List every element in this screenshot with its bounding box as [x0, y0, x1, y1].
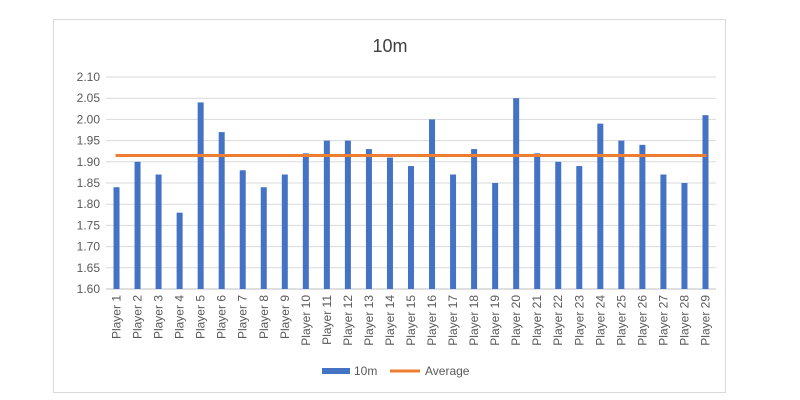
- bar: [513, 98, 520, 289]
- bar: [534, 153, 541, 289]
- legend: 10m Average: [322, 364, 470, 378]
- x-tick-label: Player 10: [299, 295, 313, 346]
- x-tick-label: Player 9: [278, 295, 292, 339]
- y-tick-label: 2.10: [77, 70, 101, 84]
- bar: [408, 166, 414, 289]
- bar: [597, 123, 604, 289]
- x-tick-label: Player 6: [215, 295, 229, 339]
- x-tick-label: Player 13: [362, 295, 376, 346]
- bar: [471, 149, 478, 289]
- bar: [555, 161, 562, 289]
- bar: [302, 153, 309, 289]
- x-tick-label: Player 7: [236, 295, 250, 339]
- x-tick-label: Player 22: [551, 295, 565, 346]
- x-tick-label: Player 27: [656, 295, 670, 346]
- bar: [260, 187, 267, 289]
- x-tick-label: Player 21: [530, 295, 544, 346]
- bar: [113, 187, 120, 289]
- y-tick-label: 1.70: [77, 240, 101, 254]
- x-tick-label: Player 17: [446, 295, 460, 346]
- x-tick-label: Player 11: [320, 295, 334, 345]
- bar-chart: 10m 1.60 1.65 1.70 1.75 1.80 1.85 1.90 1.95 2.00…: [77, 36, 716, 378]
- x-tick-label: Player 15: [404, 295, 418, 346]
- x-tick-label: Player 3: [152, 295, 166, 339]
- chart-title: 10m: [372, 36, 407, 56]
- y-tick-label: 1.95: [77, 134, 101, 148]
- bar: [429, 119, 436, 290]
- bar-series: [113, 98, 709, 290]
- chart-frame: 10m 1.60 1.65 1.70 1.75 1.80 1.85 1.90 1.95 2.00…: [53, 19, 726, 393]
- x-tick-label: Player 5: [194, 295, 208, 339]
- bar: [450, 174, 457, 289]
- x-tick-label: Player 12: [341, 295, 355, 346]
- x-tick-label: Player 28: [677, 295, 691, 346]
- x-tick-label: Player 4: [173, 295, 187, 339]
- legend-label-10m: 10m: [354, 364, 377, 378]
- bar: [660, 174, 667, 289]
- bar: [323, 140, 330, 289]
- legend-swatch-10m: [322, 368, 350, 374]
- bar: [155, 174, 162, 289]
- y-axis-ticks: 1.60 1.65 1.70 1.75 1.80 1.85 1.90 1.95 2.00 2.05…: [77, 70, 101, 296]
- bar: [576, 166, 583, 289]
- bar: [618, 140, 625, 289]
- bar: [681, 183, 688, 289]
- y-tick-label: 1.60: [77, 282, 101, 296]
- bar: [386, 157, 393, 289]
- bar: [218, 132, 225, 289]
- bar: [239, 170, 246, 289]
- bar: [702, 115, 709, 289]
- bar: [134, 161, 141, 289]
- y-tick-label: 1.90: [77, 155, 101, 169]
- x-tick-label: Player 26: [635, 295, 649, 346]
- bar: [639, 144, 646, 289]
- y-tick-label: 1.75: [77, 218, 101, 232]
- x-tick-label: Player 24: [593, 295, 607, 346]
- bar: [344, 140, 351, 289]
- x-tick-label: Player 8: [257, 295, 271, 339]
- y-tick-label: 1.80: [77, 197, 101, 211]
- y-tick-label: 2.00: [77, 112, 101, 126]
- x-tick-label: Player 25: [614, 295, 628, 346]
- x-axis-ticks: Player 1 Player 2 Player 3 Player 4 Player 5…: [110, 295, 713, 346]
- bar: [281, 174, 288, 289]
- x-tick-label: Player 18: [467, 295, 481, 346]
- bar: [176, 212, 183, 289]
- bar: [492, 183, 499, 289]
- x-tick-label: Player 29: [698, 295, 712, 346]
- x-tick-label: Player 20: [509, 295, 523, 346]
- x-tick-label: Player 1: [110, 295, 124, 339]
- y-tick-label: 1.65: [77, 261, 101, 275]
- x-tick-label: Player 2: [131, 295, 145, 339]
- y-tick-label: 2.05: [77, 91, 101, 105]
- x-tick-label: Player 16: [425, 295, 439, 346]
- bar: [365, 149, 372, 289]
- legend-label-average: Average: [425, 364, 470, 378]
- bar: [197, 102, 204, 289]
- x-tick-label: Player 19: [488, 295, 502, 346]
- y-tick-label: 1.85: [77, 176, 101, 190]
- x-tick-label: Player 23: [572, 295, 586, 346]
- x-tick-label: Player 14: [383, 295, 397, 346]
